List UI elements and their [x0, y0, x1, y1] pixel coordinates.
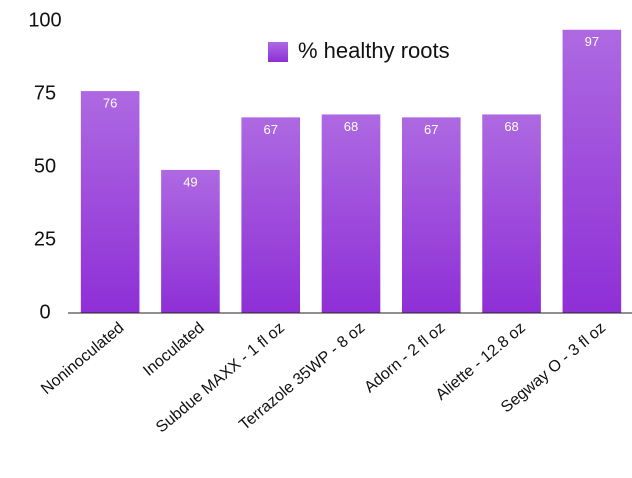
- y-tick-label: 50: [34, 155, 56, 177]
- bar: [241, 117, 301, 313]
- bar: [401, 117, 461, 313]
- legend-swatch: [268, 42, 288, 62]
- y-tick-label: 100: [28, 9, 61, 31]
- y-tick-label: 75: [34, 82, 56, 104]
- y-tick-label: 25: [34, 228, 56, 250]
- value-label: 68: [504, 119, 518, 134]
- x-tick-label: Subdue MAXX - 1 fl oz: [153, 319, 288, 436]
- bar: [161, 169, 220, 313]
- x-tick-label: Adorn - 2 fl oz: [361, 319, 448, 396]
- x-tick-label: Noninoculated: [38, 319, 127, 398]
- value-label: 49: [183, 174, 197, 189]
- value-label: 67: [424, 122, 438, 137]
- value-label: 97: [585, 34, 599, 49]
- bar: [80, 91, 140, 313]
- legend-label: % healthy roots: [298, 38, 450, 63]
- bar: [321, 114, 381, 313]
- value-label: 68: [344, 119, 358, 134]
- value-label: 67: [263, 122, 277, 137]
- bar: [482, 114, 541, 313]
- bar: [562, 29, 622, 313]
- value-label: 76: [103, 96, 117, 111]
- y-tick-label: 0: [39, 301, 50, 323]
- x-tick-label: Inoculated: [140, 319, 208, 380]
